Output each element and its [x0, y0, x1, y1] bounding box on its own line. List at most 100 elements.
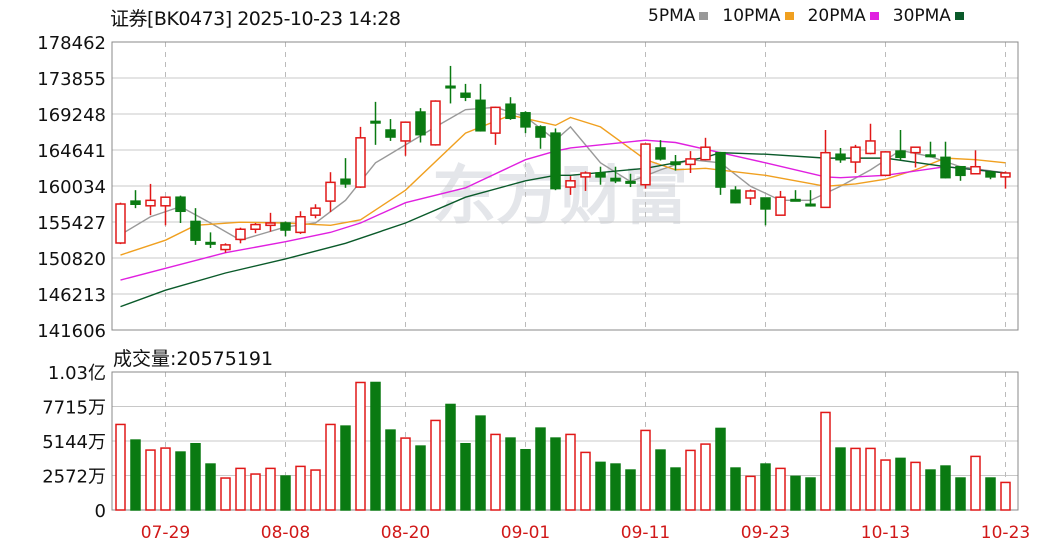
candle — [340, 158, 351, 188]
candle-body — [295, 215, 306, 234]
volume-bar — [805, 477, 816, 511]
volume-bar — [565, 433, 576, 511]
price-tick-label: 178462 — [37, 33, 106, 54]
candle-body — [160, 196, 171, 207]
volume-bar — [610, 463, 621, 511]
candle — [505, 97, 516, 120]
volume-bar — [160, 447, 171, 511]
candle-body — [685, 158, 696, 166]
candle-body — [385, 129, 396, 138]
volume-tick-label: 2572万 — [42, 467, 106, 488]
volume-bar — [205, 463, 216, 511]
legend-swatch — [869, 12, 879, 20]
candle-body — [955, 165, 966, 177]
date-tick-label: 09-11 — [621, 523, 670, 543]
candle-body — [565, 180, 576, 188]
candle — [880, 151, 891, 177]
volume-bar — [700, 443, 711, 511]
volume-bar — [880, 459, 891, 511]
candle — [295, 211, 306, 234]
ma-line-10pma — [120, 114, 1006, 256]
candle — [775, 190, 786, 216]
volume-bar — [145, 449, 156, 511]
candle-body — [370, 120, 381, 124]
volume-bar — [640, 429, 651, 511]
legend-swatch — [699, 12, 709, 20]
candle — [400, 121, 411, 156]
candle — [325, 172, 336, 213]
candle — [415, 108, 426, 143]
candle-body — [880, 151, 891, 177]
volume-bar — [910, 461, 921, 511]
volume-bar — [790, 475, 801, 511]
candle — [580, 171, 591, 191]
candle-body — [310, 207, 321, 216]
volume-bar — [685, 449, 696, 511]
legend-label: 20PMA — [807, 6, 866, 26]
date-tick-label: 08-08 — [261, 523, 310, 543]
volume-bar — [295, 465, 306, 511]
volume-bar — [970, 455, 981, 511]
volume-bar — [625, 469, 636, 511]
candle-body — [595, 172, 606, 178]
candle-body — [820, 151, 831, 209]
candle-body — [715, 151, 726, 188]
candle — [205, 232, 216, 248]
volume-bar — [775, 467, 786, 511]
volume-bar — [235, 467, 246, 511]
candle-body — [925, 154, 936, 158]
volume-bar — [475, 415, 486, 511]
candle-body — [325, 181, 336, 202]
candle-body — [250, 223, 261, 230]
volume-bar — [415, 445, 426, 511]
legend-label: 10PMA — [722, 6, 781, 26]
candle — [445, 65, 456, 104]
candle-body — [775, 196, 786, 216]
candle — [355, 126, 366, 188]
candle-body — [700, 146, 711, 161]
volume-bar — [370, 381, 381, 511]
candle — [490, 106, 501, 145]
candle — [865, 123, 876, 155]
ma-line-5pma — [120, 106, 1006, 241]
volume-bar — [505, 437, 516, 511]
volume-bar — [865, 447, 876, 511]
date-tick-label: 10-23 — [981, 523, 1030, 543]
volume-label: 成交量:20575191 — [113, 348, 274, 370]
volume-bar — [895, 457, 906, 511]
candle-body — [220, 244, 231, 251]
candle — [175, 195, 186, 223]
candle — [520, 111, 531, 134]
candle — [385, 119, 396, 141]
candle-body — [415, 111, 426, 136]
candle-body — [655, 147, 666, 160]
candle — [625, 173, 636, 188]
candle-body — [205, 241, 216, 245]
candle — [250, 222, 261, 234]
candle — [1000, 171, 1011, 189]
candle — [310, 204, 321, 219]
price-tick-label: 155427 — [37, 213, 106, 234]
volume-bar — [580, 451, 591, 511]
chart-title: 证券[BK0473] 2025-10-23 14:28 — [110, 8, 401, 30]
candle-body — [610, 177, 621, 182]
legend-item-20pma: 20PMA — [808, 6, 879, 26]
volume-bar — [250, 473, 261, 511]
candle-body — [865, 140, 876, 155]
candle-body — [235, 228, 246, 241]
candle — [805, 190, 816, 207]
candle-body — [445, 85, 456, 89]
candle — [940, 141, 951, 179]
candle — [610, 166, 621, 184]
candle — [715, 151, 726, 195]
candle — [730, 186, 741, 204]
candle — [640, 143, 651, 189]
candle — [535, 125, 546, 149]
date-tick-label: 09-23 — [741, 523, 790, 543]
candle-body — [670, 161, 681, 166]
volume-bar — [445, 403, 456, 511]
volume-bar — [925, 469, 936, 511]
candle-body — [535, 126, 546, 138]
volume-bar — [745, 475, 756, 511]
